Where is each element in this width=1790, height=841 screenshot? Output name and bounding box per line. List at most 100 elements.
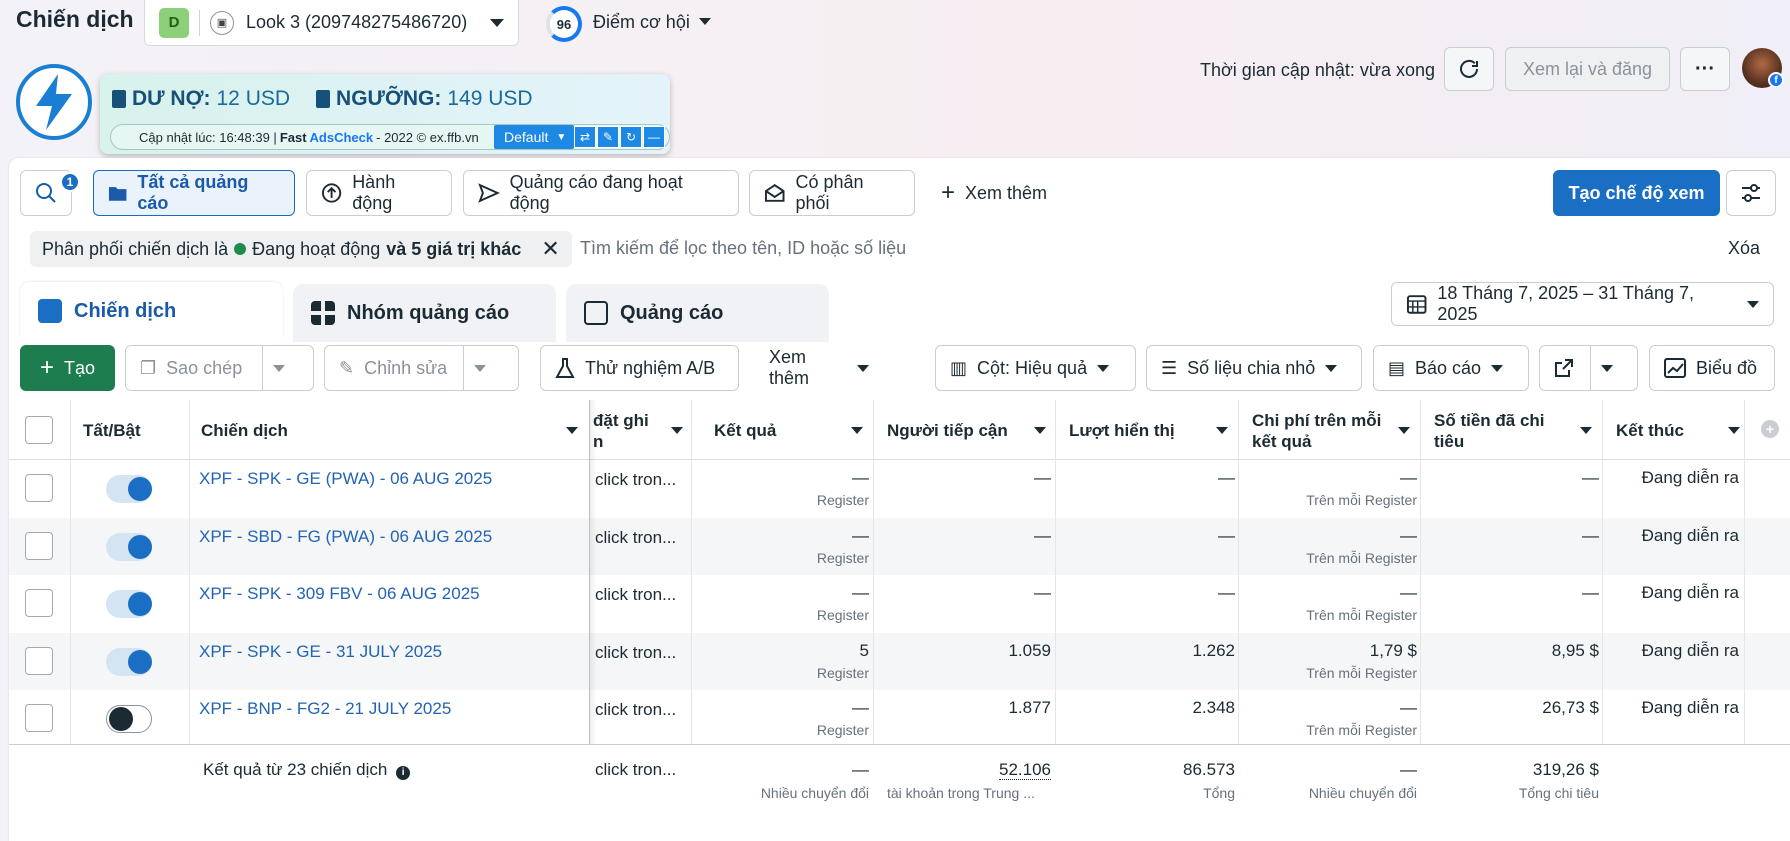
tab-ads[interactable]: Quảng cáo bbox=[566, 284, 829, 342]
select-all-checkbox[interactable] bbox=[25, 416, 53, 444]
active-ads-button[interactable]: Quảng cáo đang hoạt động bbox=[463, 170, 739, 216]
shuffle-icon[interactable]: ⇄ bbox=[574, 126, 596, 148]
campaign-name-link[interactable]: XPF - SPK - GE - 31 JULY 2025 bbox=[199, 641, 443, 661]
delivery-filter-chip[interactable]: Phân phối chiến dịch là Đang hoạt động v… bbox=[30, 231, 572, 267]
see-more-filters-button[interactable]: + Xem thêm bbox=[926, 170, 1076, 216]
header-attribution[interactable]: đặt ghi n bbox=[593, 410, 649, 452]
delivered-button[interactable]: Có phân phối bbox=[749, 170, 915, 216]
brand-adscheck: AdsCheck bbox=[309, 129, 374, 145]
date-range-picker[interactable]: 18 Tháng 7, 2025 – 31 Tháng 7, 2025 bbox=[1391, 282, 1774, 326]
minimize-icon[interactable]: — bbox=[643, 126, 665, 148]
row-checkbox[interactable] bbox=[25, 646, 53, 675]
export-button[interactable] bbox=[1539, 345, 1638, 391]
header-campaign[interactable]: Chiến dịch bbox=[201, 421, 288, 440]
debt-label: DƯ NỢ: bbox=[132, 87, 211, 110]
ab-test-button[interactable]: Thử nghiệm A/B bbox=[540, 345, 739, 391]
row-checkbox[interactable] bbox=[25, 704, 53, 733]
update-time: Thời gian cập nhật: vừa xong bbox=[1200, 60, 1435, 80]
more-options-button[interactable]: ··· bbox=[1680, 47, 1730, 91]
header-ends[interactable]: Kết thúc bbox=[1616, 421, 1684, 440]
toggle-knob bbox=[128, 649, 152, 674]
row-checkbox[interactable] bbox=[25, 531, 53, 560]
chevron-down-icon[interactable] bbox=[1728, 427, 1740, 434]
column-divider bbox=[1238, 400, 1239, 841]
result-sub-cell: Register bbox=[816, 549, 869, 566]
sync-icon[interactable]: ↻ bbox=[620, 126, 642, 148]
filter-search-input[interactable]: Tìm kiếm để lọc theo tên, ID hoặc số liệ… bbox=[580, 238, 907, 258]
tab-ad-sets[interactable]: Nhóm quảng cáo bbox=[293, 284, 556, 342]
impressions-cell: — bbox=[1218, 525, 1235, 545]
chart-button[interactable]: Biểu đồ bbox=[1649, 345, 1775, 391]
table-row[interactable]: XPF - SPK - 309 FBV - 06 AUG 2025 click t… bbox=[9, 575, 1790, 632]
campaign-toggle[interactable] bbox=[106, 590, 152, 619]
see-more-actions-button[interactable]: Xem thêm bbox=[754, 345, 884, 391]
columns-button[interactable]: ▥ Cột: Hiệu quả bbox=[935, 345, 1136, 391]
info-icon[interactable]: i bbox=[396, 766, 411, 780]
header-cost-per-result[interactable]: Chi phí trên mỗi kết quả bbox=[1252, 410, 1381, 452]
view-settings-button[interactable] bbox=[1726, 170, 1776, 216]
amount-spent-cell: — bbox=[1582, 525, 1599, 545]
columns-label: Cột: Hiệu quả bbox=[977, 357, 1088, 378]
create-view-button[interactable]: Tạo chế độ xem bbox=[1553, 170, 1720, 216]
header-reach[interactable]: Người tiếp cận bbox=[887, 421, 1008, 440]
tab-campaigns[interactable]: Chiến dịch bbox=[20, 282, 283, 340]
chevron-down-icon[interactable] bbox=[699, 18, 711, 25]
extension-profile-select[interactable]: Default ▼ bbox=[494, 125, 574, 149]
clear-filters-link[interactable]: Xóa bbox=[1727, 238, 1760, 258]
chevron-down-icon[interactable] bbox=[1216, 427, 1228, 434]
campaign-toggle[interactable] bbox=[106, 705, 152, 734]
create-button[interactable]: + Tạo bbox=[20, 345, 115, 391]
active-ads-label: Quảng cáo đang hoạt động bbox=[509, 172, 683, 213]
chevron-down-icon bbox=[1747, 300, 1759, 308]
row-checkbox[interactable] bbox=[25, 589, 53, 618]
search-button[interactable] bbox=[20, 170, 72, 216]
cost-per-result-sub-cell: Trên mỗi Register bbox=[1306, 549, 1417, 566]
grid-icon bbox=[311, 301, 335, 325]
row-checkbox[interactable] bbox=[25, 474, 53, 502]
opportunity-score[interactable]: 96 bbox=[546, 6, 582, 42]
campaign-toggle[interactable] bbox=[106, 647, 152, 676]
table-row[interactable]: XPF - SPK - GE (PWA) - 06 AUG 2025 click … bbox=[9, 460, 1790, 517]
chevron-down-icon[interactable] bbox=[1034, 427, 1046, 434]
add-column-icon[interactable]: + bbox=[1761, 420, 1779, 438]
chevron-down-icon[interactable] bbox=[1601, 364, 1613, 372]
table-row[interactable]: XPF - SBD - FG (PWA) - 06 AUG 2025 click … bbox=[9, 517, 1790, 575]
campaign-name-link[interactable]: XPF - SPK - 309 FBV - 06 AUG 2025 bbox=[199, 584, 480, 604]
header-amount-spent[interactable]: Số tiền đã chi tiêu bbox=[1434, 410, 1545, 452]
campaign-name-link[interactable]: XPF - BNP - FG2 - 21 JULY 2025 bbox=[199, 699, 452, 719]
chevron-down-icon[interactable] bbox=[671, 427, 683, 434]
account-selector[interactable]: D ▣ Look 3 (209748275486720) bbox=[144, 0, 519, 46]
attribution-cell: click tron... bbox=[595, 642, 677, 662]
close-icon[interactable]: ✕ bbox=[541, 236, 560, 261]
summary-spent: 319,26 $ bbox=[1532, 760, 1599, 779]
review-publish-button[interactable]: Xem lại và đăng bbox=[1505, 47, 1670, 91]
edit-button[interactable]: ✎ Chỉnh sửa bbox=[324, 345, 519, 391]
campaign-toggle[interactable] bbox=[106, 475, 152, 503]
see-more-actions-label: Xem thêm bbox=[769, 347, 810, 388]
header-impressions[interactable]: Lượt hiển thị bbox=[1069, 421, 1175, 440]
campaign-name-link[interactable]: XPF - SPK - GE (PWA) - 06 AUG 2025 bbox=[199, 469, 493, 488]
attribution-cell: click tron... bbox=[595, 700, 677, 720]
chevron-down-icon[interactable] bbox=[1398, 427, 1410, 434]
header-spent-line1: Số tiền đã chi bbox=[1434, 411, 1545, 430]
actions-button[interactable]: Hành động bbox=[306, 170, 452, 216]
edit-icon[interactable]: ✎ bbox=[597, 126, 619, 148]
opportunity-score-label[interactable]: Điểm cơ hội bbox=[593, 12, 690, 32]
refresh-button[interactable] bbox=[1444, 47, 1494, 91]
chevron-down-icon[interactable] bbox=[851, 427, 863, 434]
campaign-name-link[interactable]: XPF - SBD - FG (PWA) - 06 AUG 2025 bbox=[199, 526, 493, 546]
chevron-down-icon[interactable] bbox=[1580, 427, 1592, 434]
reports-button[interactable]: ▤ Báo cáo bbox=[1373, 345, 1529, 391]
campaign-toggle[interactable] bbox=[106, 532, 152, 561]
result-cell: — bbox=[852, 698, 869, 718]
summary-reach-value[interactable]: 52.106 bbox=[999, 760, 1051, 780]
chevron-down-icon[interactable] bbox=[273, 364, 286, 372]
chevron-down-icon[interactable] bbox=[474, 364, 487, 372]
header-result[interactable]: Kết quả bbox=[714, 421, 777, 440]
table-row[interactable]: XPF - SPK - GE - 31 JULY 2025 click tron.… bbox=[9, 632, 1790, 690]
all-ads-button[interactable]: Tất cả quảng cáo bbox=[93, 170, 295, 216]
table-row[interactable]: XPF - BNP - FG2 - 21 JULY 2025 click tron… bbox=[9, 690, 1790, 747]
breakdown-button[interactable]: ☰ Số liệu chia nhỏ bbox=[1146, 345, 1362, 391]
chevron-down-icon[interactable] bbox=[566, 427, 578, 434]
copy-button[interactable]: ❐ Sao chép bbox=[125, 345, 314, 391]
